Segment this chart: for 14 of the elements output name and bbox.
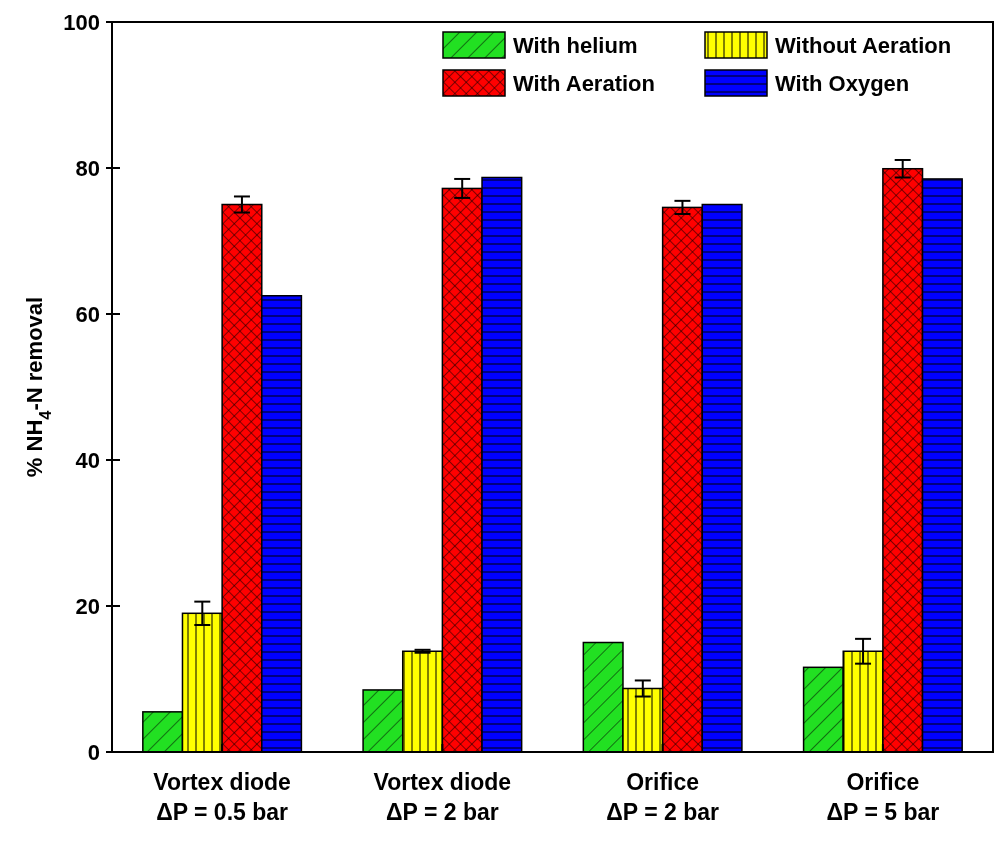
y-tick-label: 20 <box>75 593 100 619</box>
legend-label: With helium <box>513 33 638 58</box>
legend-label: With Oxygen <box>775 71 910 96</box>
x-tick-label: Orifice ΔP = 2 bar <box>606 769 719 825</box>
x-tick-label: Vortex diode ΔP = 2 bar <box>373 769 512 825</box>
x-tick-label: Vortex diode ΔP = 0.5 bar <box>153 769 291 825</box>
legend-label: With Aeration <box>513 71 655 96</box>
legend-label: Without Aeration <box>775 33 952 58</box>
y-tick-label: 60 <box>75 301 100 327</box>
y-tick-label: 80 <box>75 155 100 181</box>
y-tick-label: 40 <box>75 447 100 473</box>
y-tick-label: 100 <box>63 9 100 35</box>
x-tick-label: Orifice ΔP = 5 bar <box>826 769 940 825</box>
y-tick-label: 0 <box>87 739 100 765</box>
